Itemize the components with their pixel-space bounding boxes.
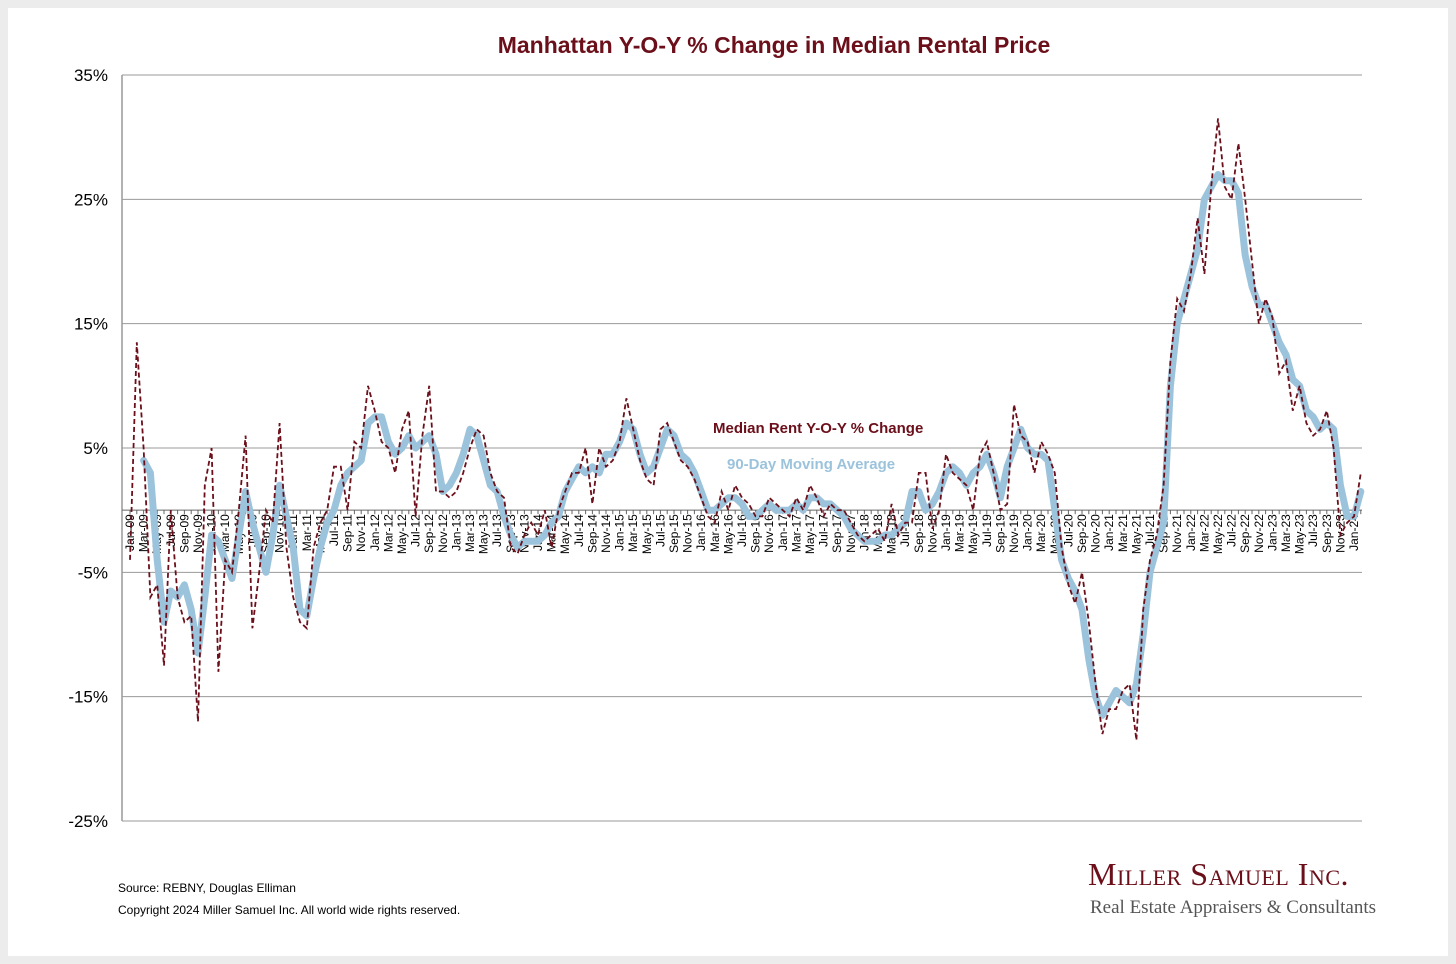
x-tick-label: Sep-20	[1075, 514, 1089, 553]
x-tick-label: Mar-19	[953, 514, 967, 552]
x-tick-label: Jul-23	[1306, 514, 1320, 547]
y-tick-label: -5%	[78, 563, 108, 582]
x-tick-label: Jan-24	[1347, 514, 1361, 551]
x-tick-label: May-21	[1129, 514, 1143, 554]
series-line-median-rent	[129, 118, 1362, 741]
x-tick-label: May-23	[1293, 514, 1307, 554]
x-tick-label: Nov-11	[354, 514, 368, 552]
x-tick-label: Sep-09	[177, 514, 191, 553]
x-tick-label: Mar-15	[626, 514, 640, 552]
x-tick-label: Mar-17	[789, 514, 803, 552]
x-tick-label: Mar-22	[1197, 514, 1211, 552]
x-tick-label: May-19	[966, 514, 980, 554]
y-tick-label: 5%	[83, 439, 108, 458]
x-tick-label: Sep-19	[993, 514, 1007, 553]
x-tick-label: Sep-18	[912, 514, 926, 553]
x-tick-label: Mar-11	[300, 514, 314, 551]
x-tick-label: Jul-19	[980, 514, 994, 547]
y-tick-label: 35%	[74, 66, 108, 85]
x-tick-label: May-16	[721, 514, 735, 554]
x-tick-label: Jan-20	[1021, 514, 1035, 551]
x-tick-label: May-14	[558, 514, 572, 554]
x-tick-label: Sep-15	[667, 514, 681, 553]
x-tick-label: Nov-12	[436, 514, 450, 553]
x-tick-label: Nov-20	[1089, 514, 1103, 553]
x-tick-label: Nov-21	[1170, 514, 1184, 553]
x-tick-label: May-15	[640, 514, 654, 554]
x-tick-label: Mar-09	[137, 514, 151, 552]
x-tick-label: Nov-19	[1007, 514, 1021, 553]
gridlines	[121, 74, 1362, 822]
y-axis-ticks: 35% 25% 15% 5% -5% -15% -25%	[68, 66, 108, 831]
x-tick-label: Mar-20	[1034, 514, 1048, 552]
x-tick-label: Sep-17	[830, 514, 844, 553]
x-axis-ticks: Jan-09 Mar-09 May-09 Jul-09 Sep-09 Nov-09 Jan-…	[123, 510, 1362, 554]
x-tick-label: Sep-22	[1238, 514, 1252, 553]
x-tick-label: Jul-17	[817, 514, 831, 547]
x-tick-label: May-22	[1211, 514, 1225, 554]
y-tick-label: 15%	[74, 315, 108, 334]
x-tick-label: Sep-12	[422, 514, 436, 553]
x-tick-label: Mar-12	[381, 514, 395, 552]
x-tick-label: Jan-19	[939, 514, 953, 551]
x-tick-label: Jan-13	[449, 514, 463, 551]
x-tick-label: Sep-14	[585, 514, 599, 553]
logo-tagline: Real Estate Appraisers & Consultants	[1090, 897, 1377, 918]
x-tick-label: Jul-21	[1143, 514, 1157, 547]
logo-name: Miller Samuel Inc.	[1088, 856, 1349, 892]
copyright-note: Copyright 2024 Miller Samuel Inc. All wo…	[118, 903, 461, 917]
y-tick-label: 25%	[74, 190, 108, 209]
x-tick-label: Sep-16	[749, 514, 763, 553]
x-tick-label: Jul-14	[572, 514, 586, 547]
x-tick-label: Mar-21	[1116, 514, 1130, 552]
x-tick-label: Jul-09	[164, 514, 178, 547]
x-tick-label: Sep-23	[1320, 514, 1334, 553]
x-tick-label: Jan-12	[368, 514, 382, 551]
legend-label-moving-average: 90-Day Moving Average	[727, 456, 895, 473]
series-line-moving-average	[140, 171, 1365, 719]
x-tick-label: Jul-15	[653, 514, 667, 547]
x-tick-label: Jul-22	[1225, 514, 1239, 547]
x-tick-label: Jul-13	[490, 514, 504, 547]
x-tick-label: May-13	[477, 514, 491, 554]
x-tick-label: Nov-09	[191, 514, 205, 553]
x-tick-label: Jul-20	[1061, 514, 1075, 547]
x-tick-label: Sep-11	[341, 514, 355, 552]
x-tick-label: Jul-12	[409, 514, 423, 547]
x-tick-label: Jul-16	[735, 514, 749, 547]
x-tick-label: Nov-15	[681, 514, 695, 553]
x-tick-label: Jan-15	[613, 514, 627, 551]
x-tick-label: May-12	[395, 514, 409, 554]
chart-title: Manhattan Y-O-Y % Change in Median Renta…	[498, 32, 1051, 58]
legend-label-median: Median Rent Y-O-Y % Change	[713, 420, 923, 437]
x-tick-label: Jan-22	[1184, 514, 1198, 551]
x-tick-label: Mar-23	[1279, 514, 1293, 552]
x-tick-label: Jan-17	[776, 514, 790, 551]
x-tick-label: Nov-16	[762, 514, 776, 553]
x-tick-label: Nov-14	[599, 514, 613, 553]
x-tick-label: Mar-13	[463, 514, 477, 552]
x-tick-label: Mar-16	[708, 514, 722, 552]
series-lines	[129, 118, 1365, 741]
x-tick-label: Jan-16	[694, 514, 708, 551]
x-tick-label: May-17	[803, 514, 817, 554]
x-tick-label: Jan-23	[1265, 514, 1279, 551]
y-tick-label: -15%	[68, 688, 108, 707]
x-tick-label: Jan-21	[1102, 514, 1116, 551]
x-tick-label: Nov-22	[1252, 514, 1266, 553]
x-tick-label: Nov-18	[925, 514, 939, 553]
y-tick-label: -25%	[68, 812, 108, 831]
source-note: Source: REBNY, Douglas Elliman	[118, 881, 296, 895]
